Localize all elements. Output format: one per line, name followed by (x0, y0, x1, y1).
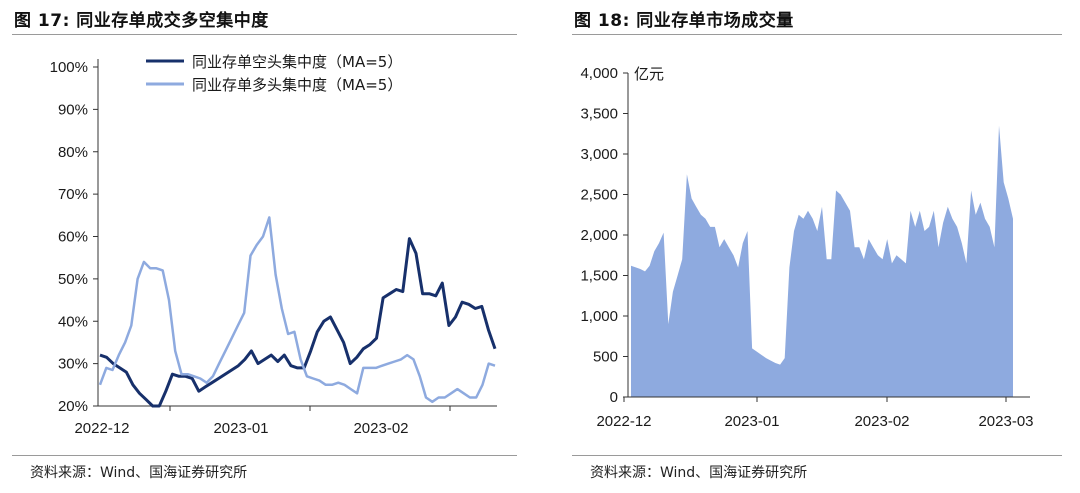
legend-label: 同业存单多头集中度（MA=5） (192, 76, 402, 94)
right-title-divider (572, 34, 1062, 35)
right-y-tick-label: 1,500 (580, 268, 618, 285)
volume-area (631, 125, 1013, 397)
right-y-tick-label: 500 (593, 349, 618, 366)
right-x-tick-label: 2023-02 (854, 413, 909, 430)
left-y-tick-label: 70% (58, 186, 88, 203)
left-y-tick-label: 30% (58, 356, 88, 373)
right-source-note: 资料来源：Wind、国海证券研究所 (590, 465, 808, 481)
right-y-tick-label: 3,500 (580, 106, 618, 123)
right-chart-title: 图 18: 同业存单市场成交量 (574, 11, 794, 31)
right-y-tick-label: 1,000 (580, 308, 618, 325)
legend-label: 同业存单空头集中度（MA=5） (192, 53, 402, 71)
right-y-tick-label: 3,000 (580, 146, 618, 163)
left-y-tick-label: 90% (58, 101, 88, 118)
long-short-concentration-chart: 100% 90% 80% 70% 60% 50% 40% 30% 20% 2022-12 2023-… (50, 53, 497, 437)
left-x-tick-label: 2023-02 (353, 420, 408, 437)
right-y-tick-label: 0 (610, 389, 618, 406)
left-y-tick-label: 80% (58, 144, 88, 161)
left-chart-panel: 图 17: 同业存单成交多空集中度 100% 90% 80% 70% 60% 50% 40%… (12, 11, 517, 481)
right-y-tick-label: 2,500 (580, 187, 618, 204)
left-source-note: 资料来源：Wind、国海证券研究所 (30, 465, 248, 481)
right-unit-label: 亿元 (634, 65, 664, 83)
trading-volume-chart: 4,000 3,500 3,000 2,500 2,000 1,500 1,000 500 0 亿… (580, 65, 1033, 430)
left-chart-title: 图 17: 同业存单成交多空集中度 (14, 11, 269, 31)
right-x-tick-label: 2022-12 (596, 413, 651, 430)
short-concentration-line (99, 237, 497, 408)
left-y-tick-label: 60% (58, 229, 88, 246)
left-y-tick-label: 20% (58, 398, 88, 415)
right-source-divider (572, 455, 1062, 456)
right-chart-panel: 图 18: 同业存单市场成交量 4,000 3,500 3,000 2,500 2,00… (560, 0, 1080, 493)
right-x-tick-label: 2023-01 (724, 413, 779, 430)
right-x-tick-label: 2023-03 (978, 413, 1033, 430)
left-title-divider (12, 34, 517, 35)
left-y-tick-label: 40% (58, 313, 88, 330)
left-x-tick-label: 2023-01 (213, 420, 268, 437)
right-y-tick-label: 2,000 (580, 227, 618, 244)
right-y-tick-label: 4,000 (580, 65, 618, 82)
left-x-tick-label: 2022-12 (74, 420, 129, 437)
long-concentration-line (98, 216, 496, 404)
left-y-tick-label: 100% (50, 59, 88, 76)
left-source-divider (12, 455, 517, 456)
left-y-tick-label: 50% (58, 271, 88, 288)
